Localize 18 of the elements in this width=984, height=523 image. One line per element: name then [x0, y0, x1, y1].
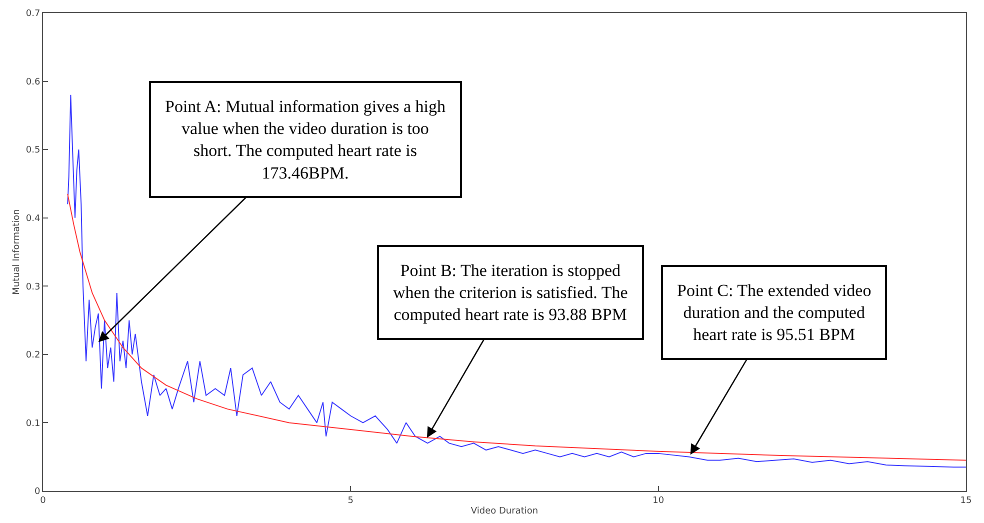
x-tick-label: 15: [960, 496, 972, 506]
annotation: Point A: Mutual information gives a high value when the video duration is too short. The computed heart rate is 173.46BPM.: [165, 97, 446, 182]
x-tick-label: 5: [348, 496, 354, 506]
x-tick-label: 10: [652, 496, 664, 506]
line-series: [67, 94, 966, 468]
annotation: Point C: The extended video duration and the computed heart rate is 95.51 BPM: [677, 281, 872, 344]
y-tick-label: 0.6: [26, 77, 40, 88]
y-tick-label: 0: [34, 487, 40, 498]
y-tick-label: 0.7: [26, 9, 40, 20]
annotation: Point B: The iteration is stopped when the criterion is satisfied. The computed heart rate is 93.88 BPM: [393, 261, 628, 324]
y-tick-label: 0.3: [26, 282, 40, 292]
line-series: [67, 193, 966, 461]
y-tick-label: 0.5: [26, 146, 40, 156]
x-axis-title: Video Duration: [470, 506, 538, 517]
y-tick-label: 0.2: [26, 350, 40, 361]
y-axis-title: Mutual Information: [12, 209, 22, 295]
y-tick-label: 0.4: [26, 214, 40, 224]
y-tick-label: 0.1: [26, 418, 40, 429]
